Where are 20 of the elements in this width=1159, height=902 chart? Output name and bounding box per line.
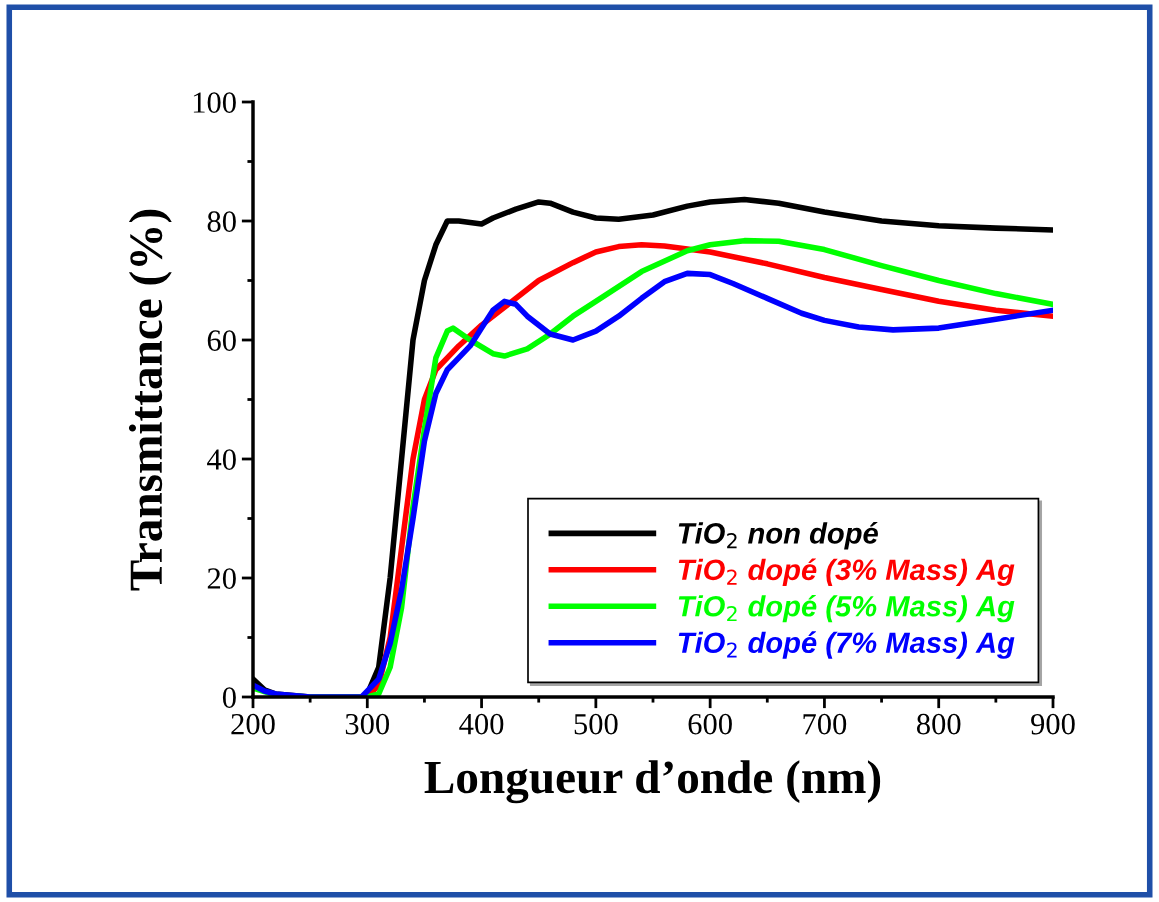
x-tick-label: 500 [574,713,618,735]
x-tick-label: 800 [916,713,961,735]
y-tick-label: 60 [207,330,236,351]
x-tick-label: 900 [1031,713,1075,735]
legend-label: TiO$_{2}$ dopé (7% Mass) Ag [678,631,1015,659]
legend-label: TiO$_{2}$ dopé (5% Mass) Ag [678,594,1015,623]
x-tick-label: 200 [231,713,275,735]
y-tick-label: 80 [207,211,236,232]
x-tick-label: 700 [803,713,847,735]
y-tick-label: 40 [207,449,236,470]
legend-label: TiO$_{2}$ dopé (3% Mass) Ag [678,558,1015,586]
y-axis-title: Transmittance (%) [128,209,172,591]
legend-label: TiO$_{2}$ non dopé [678,522,878,550]
y-tick-label: 20 [207,568,236,589]
y-tick-label: 100 [193,92,236,113]
x-tick-label: 400 [459,713,504,735]
x-tick-label: 300 [345,713,390,735]
y-tick-label: 0 [222,687,236,708]
x-axis-title: Longueur d’onde (nm) [424,760,881,804]
x-tick-label: 600 [688,713,732,735]
